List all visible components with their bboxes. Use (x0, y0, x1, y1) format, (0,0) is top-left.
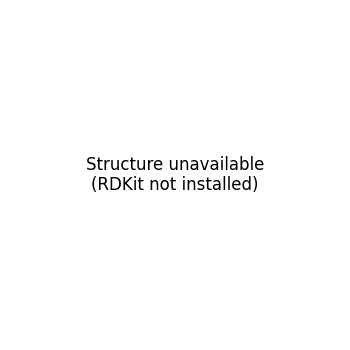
Text: Structure unavailable
(RDKit not installed): Structure unavailable (RDKit not install… (86, 156, 264, 194)
